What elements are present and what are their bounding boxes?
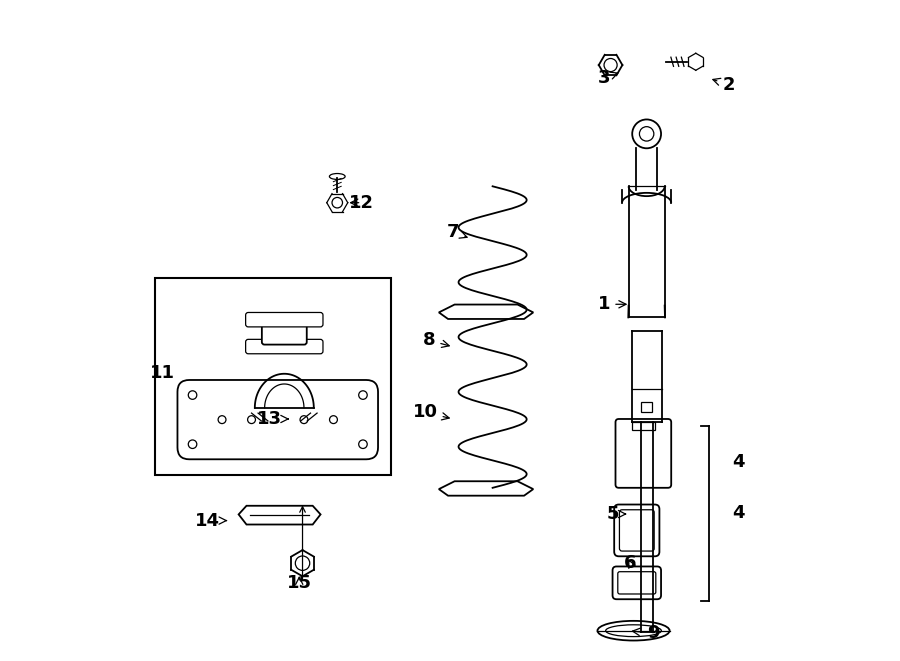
FancyBboxPatch shape [246,339,323,354]
FancyBboxPatch shape [262,322,307,344]
Ellipse shape [359,440,367,448]
Polygon shape [238,506,320,525]
Ellipse shape [329,416,338,424]
Bar [642,402,652,412]
Ellipse shape [639,127,653,141]
Polygon shape [439,481,533,496]
Ellipse shape [606,625,662,637]
Ellipse shape [188,440,197,448]
Text: 6: 6 [624,554,636,572]
Ellipse shape [188,391,197,399]
Bar [632,422,655,430]
Text: 3: 3 [598,69,617,87]
Ellipse shape [359,391,367,399]
Bar [155,278,391,475]
FancyBboxPatch shape [613,566,662,600]
Text: 14: 14 [195,512,226,529]
Ellipse shape [604,58,617,71]
Ellipse shape [218,416,226,424]
FancyBboxPatch shape [177,380,378,459]
Text: 8: 8 [423,331,449,349]
Ellipse shape [332,198,343,208]
Text: 15: 15 [287,574,311,592]
FancyBboxPatch shape [246,313,323,327]
Text: 4: 4 [732,504,744,522]
Text: 1: 1 [598,295,626,313]
Text: 12: 12 [349,194,374,212]
Polygon shape [439,305,533,319]
Ellipse shape [598,621,670,641]
Text: 9: 9 [633,625,660,642]
Text: 10: 10 [412,403,449,422]
Text: 11: 11 [150,364,176,382]
Text: 4: 4 [732,453,744,471]
Text: 2: 2 [713,76,734,94]
Ellipse shape [300,416,308,424]
Text: 5: 5 [607,505,625,523]
Ellipse shape [248,416,256,424]
FancyBboxPatch shape [617,572,656,594]
Text: 13: 13 [257,410,288,428]
FancyBboxPatch shape [619,510,654,551]
Ellipse shape [632,120,662,148]
Ellipse shape [329,174,345,179]
FancyBboxPatch shape [614,504,660,557]
Text: 7: 7 [447,223,467,241]
FancyBboxPatch shape [616,419,671,488]
Ellipse shape [295,556,310,570]
